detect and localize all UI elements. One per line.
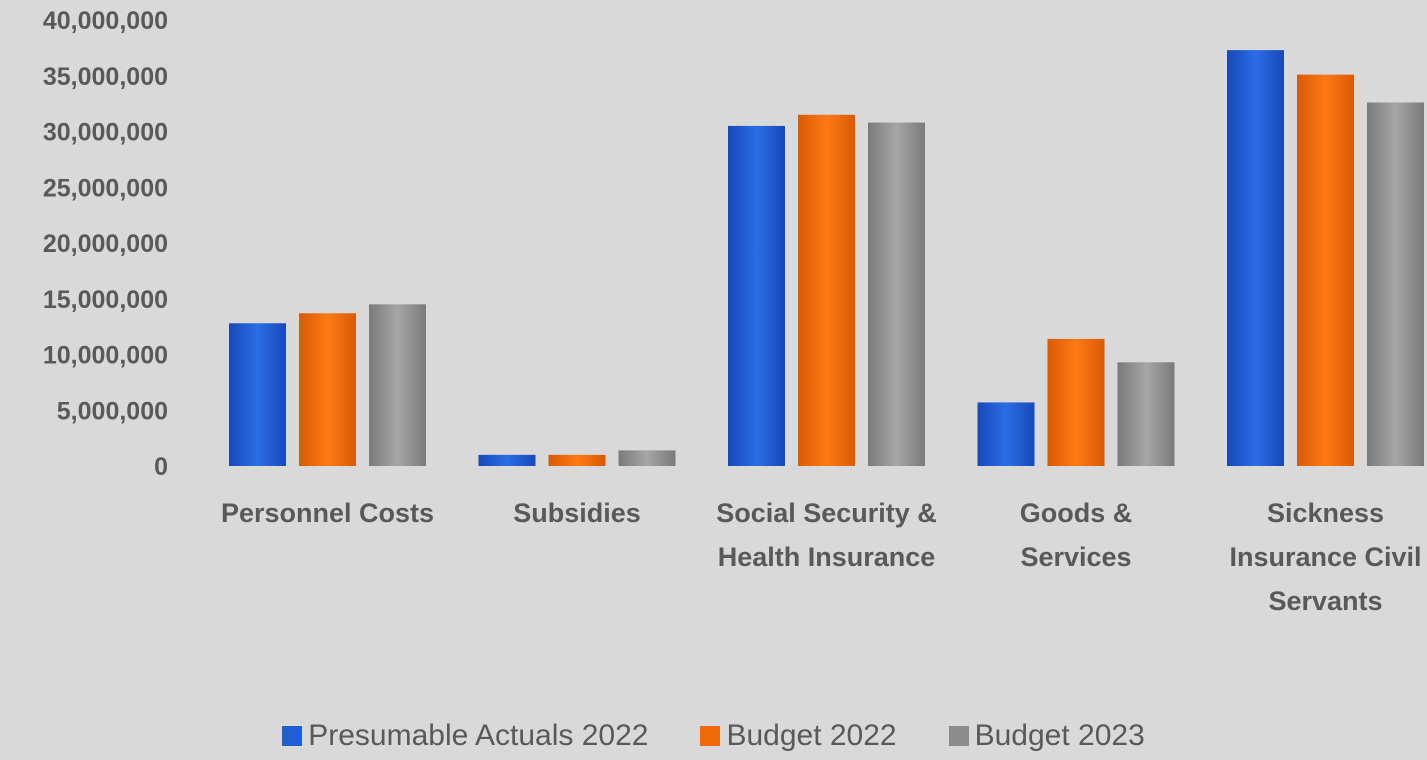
category-label: Goods &	[1020, 498, 1133, 528]
y-tick-label: 10,000,000	[43, 342, 168, 370]
category-label: Servants	[1268, 586, 1382, 616]
category-label: Sickness	[1267, 498, 1384, 528]
legend-label: Budget 2023	[974, 719, 1145, 752]
legend-swatch	[282, 726, 303, 746]
y-tick-label: 40,000,000	[43, 7, 168, 35]
category-label: Subsidies	[513, 498, 641, 528]
category-label: Insurance Civil	[1229, 542, 1421, 572]
legend: Presumable Actuals 2022 Budget 2022 Budget…	[0, 712, 1427, 760]
bar	[229, 323, 286, 466]
bar	[618, 450, 676, 466]
y-tick-label: 20,000,000	[43, 230, 168, 258]
category-label: Services	[1020, 542, 1131, 572]
y-tick-label: 25,000,000	[43, 174, 168, 202]
y-axis: 0 5,000,000 10,000,000 15,000,000 20,000,000…	[43, 7, 168, 481]
bar	[548, 454, 606, 466]
category-label: Health Insurance	[718, 542, 936, 572]
bar	[977, 402, 1035, 466]
bar	[1047, 338, 1105, 466]
bar	[728, 125, 785, 467]
category-label: Personnel Costs	[221, 498, 434, 528]
bar	[798, 114, 855, 467]
y-tick-label: 30,000,000	[43, 119, 168, 147]
bar	[1297, 74, 1354, 466]
bar	[369, 304, 426, 466]
y-tick-label: 5,000,000	[57, 397, 168, 425]
bar	[868, 122, 925, 466]
legend-swatch	[948, 726, 969, 746]
bar	[1117, 362, 1175, 466]
legend-label: Budget 2022	[726, 719, 897, 752]
legend-label: Presumable Actuals 2022	[308, 719, 649, 752]
x-axis: Personnel Costs Subsidies Social Security …	[221, 498, 1422, 616]
bar	[1367, 102, 1424, 466]
y-tick-label: 35,000,000	[43, 63, 168, 91]
y-tick-label: 0	[154, 453, 168, 481]
legend-item: Budget 2023	[948, 719, 1145, 753]
y-tick-label: 15,000,000	[43, 286, 168, 314]
category-label: Social Security &	[716, 498, 937, 528]
legend-item: Presumable Actuals 2022	[282, 719, 648, 753]
legend-swatch	[700, 726, 721, 746]
legend-item: Budget 2022	[700, 719, 897, 753]
bar	[1227, 50, 1284, 466]
bar	[478, 454, 536, 466]
bars	[229, 50, 1424, 467]
bar	[299, 313, 356, 466]
